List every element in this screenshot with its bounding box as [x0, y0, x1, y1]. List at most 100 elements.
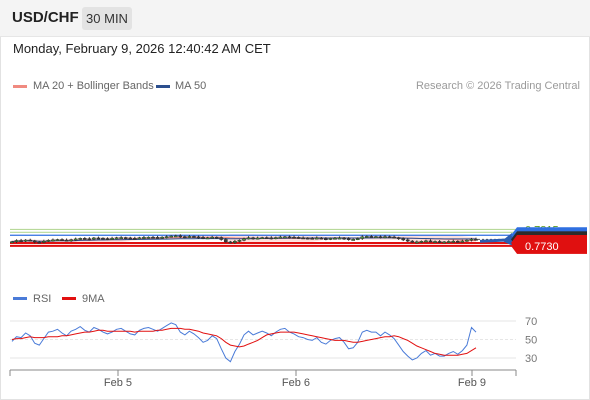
candle-down [392, 236, 396, 239]
candle [219, 236, 224, 241]
candle [78, 237, 83, 240]
candle [46, 239, 51, 243]
candle-up [246, 237, 251, 240]
candle [364, 235, 369, 238]
ma50-legend-label: MA 50 [175, 80, 207, 92]
candle-down [455, 241, 460, 243]
candle [273, 236, 278, 240]
x-tick-label-0: Feb 5 [104, 377, 132, 389]
candle-down [251, 237, 255, 240]
candle [351, 238, 356, 241]
candle [424, 239, 428, 243]
candle [465, 239, 469, 242]
candle-down [292, 236, 296, 239]
ma50-legend-swatch [156, 85, 170, 88]
candle-up [55, 239, 60, 241]
candle-down [396, 237, 401, 240]
candle-down [310, 237, 315, 240]
candle-up [355, 238, 360, 240]
candle-down [264, 237, 269, 240]
candle-up [46, 240, 51, 242]
candle-down [387, 236, 392, 239]
candle-down [183, 236, 187, 239]
candle [469, 237, 474, 242]
price-label-box-5 [517, 237, 587, 254]
candle [137, 236, 142, 240]
candle [455, 240, 460, 243]
candle [242, 237, 246, 242]
candle-up [233, 241, 237, 243]
candle [337, 236, 342, 240]
candle-down [132, 238, 137, 240]
candle-down [401, 238, 406, 241]
9ma-legend-label: 9MA [82, 293, 105, 305]
candle-up [210, 236, 215, 239]
candle [51, 238, 55, 242]
candle [419, 240, 424, 243]
rsi-tick-0: 70 [525, 316, 537, 328]
candle-down [178, 235, 183, 238]
candle-down [346, 238, 351, 240]
candle [164, 235, 169, 239]
candle [123, 236, 128, 240]
candle [433, 240, 437, 243]
candle-down [305, 237, 310, 240]
candle [401, 237, 406, 242]
candle-down [428, 240, 433, 243]
candle-up [119, 237, 124, 240]
candle [178, 234, 183, 238]
candle [92, 236, 96, 241]
rsi-9ma-line [11, 327, 477, 356]
candle [173, 234, 178, 238]
candle-up [78, 238, 83, 240]
candle-up [419, 241, 424, 243]
candle [396, 236, 401, 240]
candle [310, 236, 315, 240]
candle [214, 236, 219, 239]
candle-up [142, 237, 146, 239]
candle-down [64, 239, 69, 242]
candle-down [296, 237, 301, 239]
candle-down [410, 240, 415, 243]
candle-down [32, 240, 37, 243]
price-label-5: 0.7730 [525, 241, 559, 253]
candle [169, 235, 174, 238]
candle [60, 238, 64, 242]
candle-up [260, 237, 265, 240]
candle [319, 236, 324, 240]
candle [10, 240, 14, 244]
candle [69, 238, 73, 242]
candle [101, 237, 105, 240]
candle [451, 239, 456, 243]
candle-up [328, 238, 333, 240]
candle [73, 237, 78, 241]
timeframe-button[interactable]: 30 MIN [82, 7, 132, 30]
candle-up [333, 237, 337, 240]
candle [210, 235, 215, 239]
candle-down [87, 238, 92, 241]
candle-down [301, 237, 305, 240]
candle [437, 240, 442, 243]
candle-down [196, 236, 201, 239]
candle-up [137, 237, 142, 240]
candle-down [474, 238, 478, 241]
candle-up [237, 240, 242, 242]
candle-down [405, 239, 410, 242]
candle [360, 235, 365, 240]
candle [278, 235, 283, 239]
candle [233, 239, 237, 244]
candle-up [41, 241, 46, 243]
candle [342, 236, 346, 240]
candle [64, 238, 69, 242]
candle-up [187, 236, 192, 238]
candle [428, 239, 433, 243]
candle-up [415, 241, 419, 244]
price-label-pointer-5 [511, 237, 517, 254]
candle-up [460, 240, 465, 243]
candle [160, 236, 164, 239]
candle-up [255, 237, 260, 240]
candle [142, 236, 146, 240]
candle-up [433, 241, 437, 243]
candle-up [10, 241, 14, 244]
